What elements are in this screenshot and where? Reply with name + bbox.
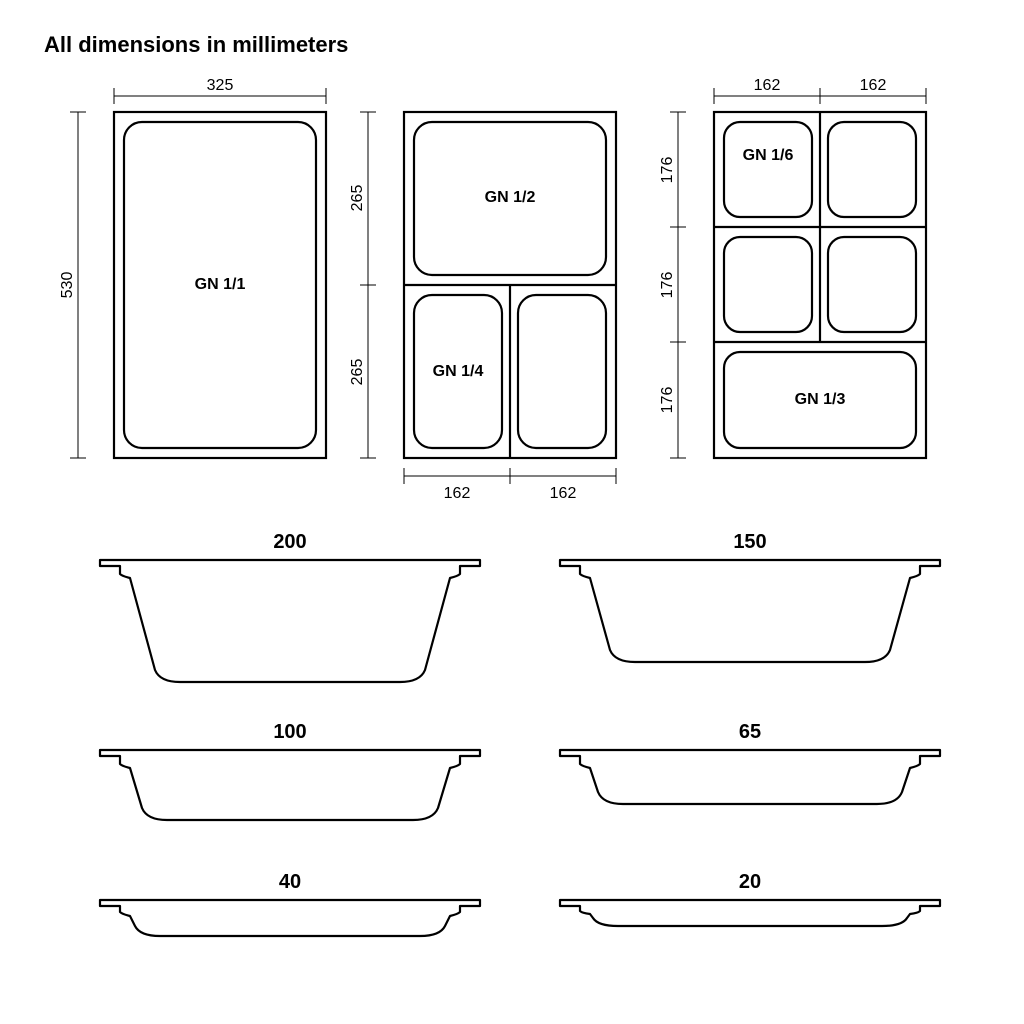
gn12-h2-label: 265 — [350, 359, 366, 386]
pan-depth-150: 150 — [540, 530, 960, 690]
gn12-label: GN 1/2 — [485, 189, 536, 206]
gn13-label: GN 1/3 — [795, 391, 846, 408]
gn14-label: GN 1/4 — [433, 363, 484, 380]
gn16-h1-label: 176 — [660, 157, 676, 184]
depth-65-label: 65 — [739, 721, 761, 743]
pan-depth-200: 200 — [80, 530, 500, 690]
gn-sixth-third-diagram: 162 162 176 176 176 GN 1/6 GN 1/3 — [660, 78, 980, 498]
gn16-h3-label: 176 — [660, 387, 676, 414]
pan-depth-20: 20 — [540, 870, 960, 970]
pan-depth-100: 100 — [80, 720, 500, 840]
depth-20-label: 20 — [739, 871, 761, 893]
pan-depth-40: 40 — [80, 870, 500, 970]
gn14-w1-label: 162 — [444, 485, 471, 502]
gn-half-quarter-diagram: 265 265 GN 1/2 GN 1/4 162 162 — [350, 98, 650, 518]
depth-100-label: 100 — [273, 721, 306, 743]
gn11-width-label: 325 — [207, 78, 234, 94]
depth-200-label: 200 — [273, 531, 306, 553]
gn16-w2-label: 162 — [860, 78, 887, 94]
gn14-w2-label: 162 — [550, 485, 577, 502]
depth-40-label: 40 — [279, 871, 301, 893]
gn16-h2-label: 176 — [660, 272, 676, 299]
page-title: All dimensions in millimeters — [44, 32, 348, 58]
gn16-label: GN 1/6 — [743, 147, 794, 164]
depth-150-label: 150 — [733, 531, 766, 553]
gn16-w1-label: 162 — [754, 78, 781, 94]
gn11-label: GN 1/1 — [195, 276, 246, 293]
gn-1-1-diagram: 325 530 GN 1/1 — [60, 78, 340, 478]
pan-depth-65: 65 — [540, 720, 960, 840]
gn11-height-label: 530 — [60, 272, 76, 299]
gn12-h1-label: 265 — [350, 185, 366, 212]
